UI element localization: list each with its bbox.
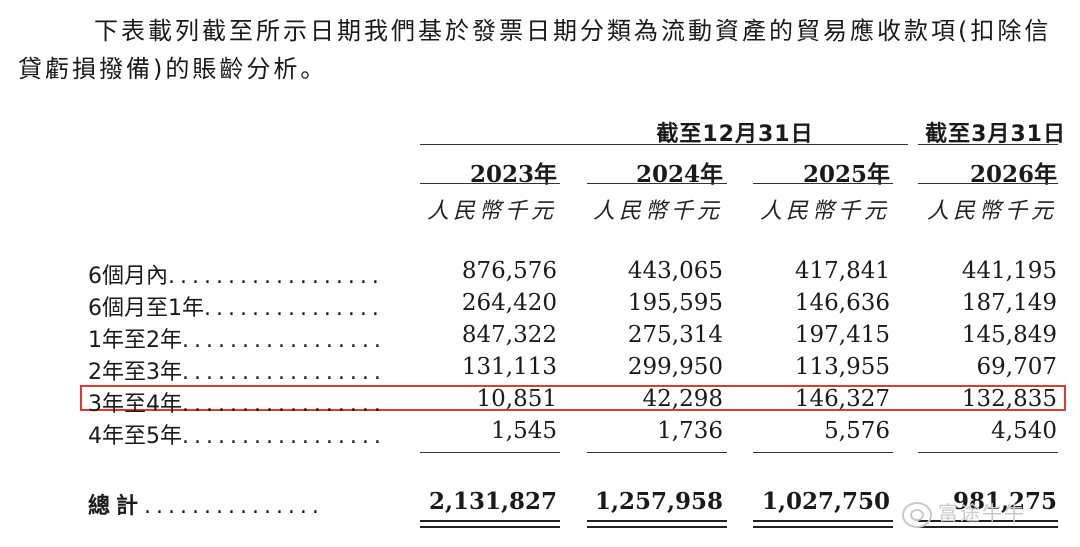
cell-total-2024: 1,257,958 <box>594 488 723 515</box>
watermark-text: 富途牛牛 <box>938 501 1026 525</box>
year-rule-2023 <box>420 183 560 184</box>
year-rule-2024 <box>587 183 727 184</box>
subtotal-rule-2025 <box>753 452 893 453</box>
cell-r5-2025: 5,576 <box>824 418 890 444</box>
cell-r5-2026: 4,540 <box>991 418 1057 444</box>
cell-total-2026: 981,275 <box>952 488 1057 515</box>
cell-r0-2026: 441,195 <box>961 258 1057 284</box>
unit-2023: 人民幣千元 <box>426 199 557 224</box>
cell-total-2025: 1,027,750 <box>761 488 890 515</box>
cell-r2-2024: 275,314 <box>627 322 723 348</box>
cell-r0-2025: 417,841 <box>794 258 890 284</box>
subtotal-rule-2024 <box>587 452 727 453</box>
total-double-rule-2024 <box>587 520 727 528</box>
header-group-mar31: 截至3月31日 <box>925 122 1066 147</box>
unit-2025: 人民幣千元 <box>759 199 890 224</box>
row-label-3-to-4-years: 3年至4年................. <box>88 392 386 417</box>
watermark: 富途牛牛 <box>902 497 1026 528</box>
row-label-total: 總計............... <box>88 494 324 519</box>
intro-paragraph: 下表載列截至所示日期我們基於發票日期分類為流動資產的貿易應收款項(扣除信貸虧損撥… <box>18 17 1052 83</box>
subtotal-rule-2026 <box>918 452 1058 453</box>
cell-r4-2026: 132,835 <box>961 386 1057 412</box>
cell-r3-2023: 131,113 <box>461 354 557 380</box>
unit-2026: 人民幣千元 <box>926 199 1057 224</box>
year-rule-2026 <box>918 183 1058 184</box>
year-rule-2025 <box>753 183 893 184</box>
highlight-box-3-to-4-years <box>80 385 1066 411</box>
cell-r3-2025: 113,955 <box>794 354 890 380</box>
cell-r2-2026: 145,849 <box>961 322 1057 348</box>
cell-r4-2024: 42,298 <box>642 386 723 412</box>
cell-r1-2024: 195,595 <box>627 290 723 316</box>
cell-r3-2026: 69,707 <box>976 354 1057 380</box>
cell-r2-2023: 847,322 <box>461 322 557 348</box>
cell-r5-2024: 1,736 <box>657 418 723 444</box>
total-double-rule-2025 <box>753 520 893 528</box>
header-group-mar31-rule <box>918 144 1058 145</box>
row-label-4-to-5-years: 4年至5年................. <box>88 424 386 449</box>
row-label-within-6-months: 6個月內.................. <box>88 264 384 289</box>
cell-r0-2024: 443,065 <box>627 258 723 284</box>
cell-r4-2025: 146,327 <box>794 386 890 412</box>
cell-r3-2024: 299,950 <box>627 354 723 380</box>
cell-r1-2026: 187,149 <box>961 290 1057 316</box>
cell-r2-2025: 197,415 <box>794 322 890 348</box>
unit-2024: 人民幣千元 <box>592 199 723 224</box>
row-label-6-months-to-1-year: 6個月至1年............... <box>88 296 384 321</box>
cell-r5-2023: 1,545 <box>491 418 557 444</box>
header-group-dec31-rule <box>420 144 908 145</box>
row-label-1-to-2-years: 1年至2年................. <box>88 328 386 353</box>
futu-logo-icon <box>902 501 932 528</box>
cell-total-2023: 2,131,827 <box>428 488 557 515</box>
cell-r1-2025: 146,636 <box>794 290 890 316</box>
total-double-rule-2026 <box>918 520 1058 528</box>
cell-r4-2023: 10,851 <box>476 386 557 412</box>
cell-r0-2023: 876,576 <box>461 258 557 284</box>
row-label-2-to-3-years: 2年至3年................. <box>88 360 386 385</box>
total-double-rule-2023 <box>420 520 560 528</box>
cell-r1-2023: 264,420 <box>461 290 557 316</box>
subtotal-rule-2023 <box>420 452 560 453</box>
header-group-dec31: 截至12月31日 <box>656 122 814 147</box>
